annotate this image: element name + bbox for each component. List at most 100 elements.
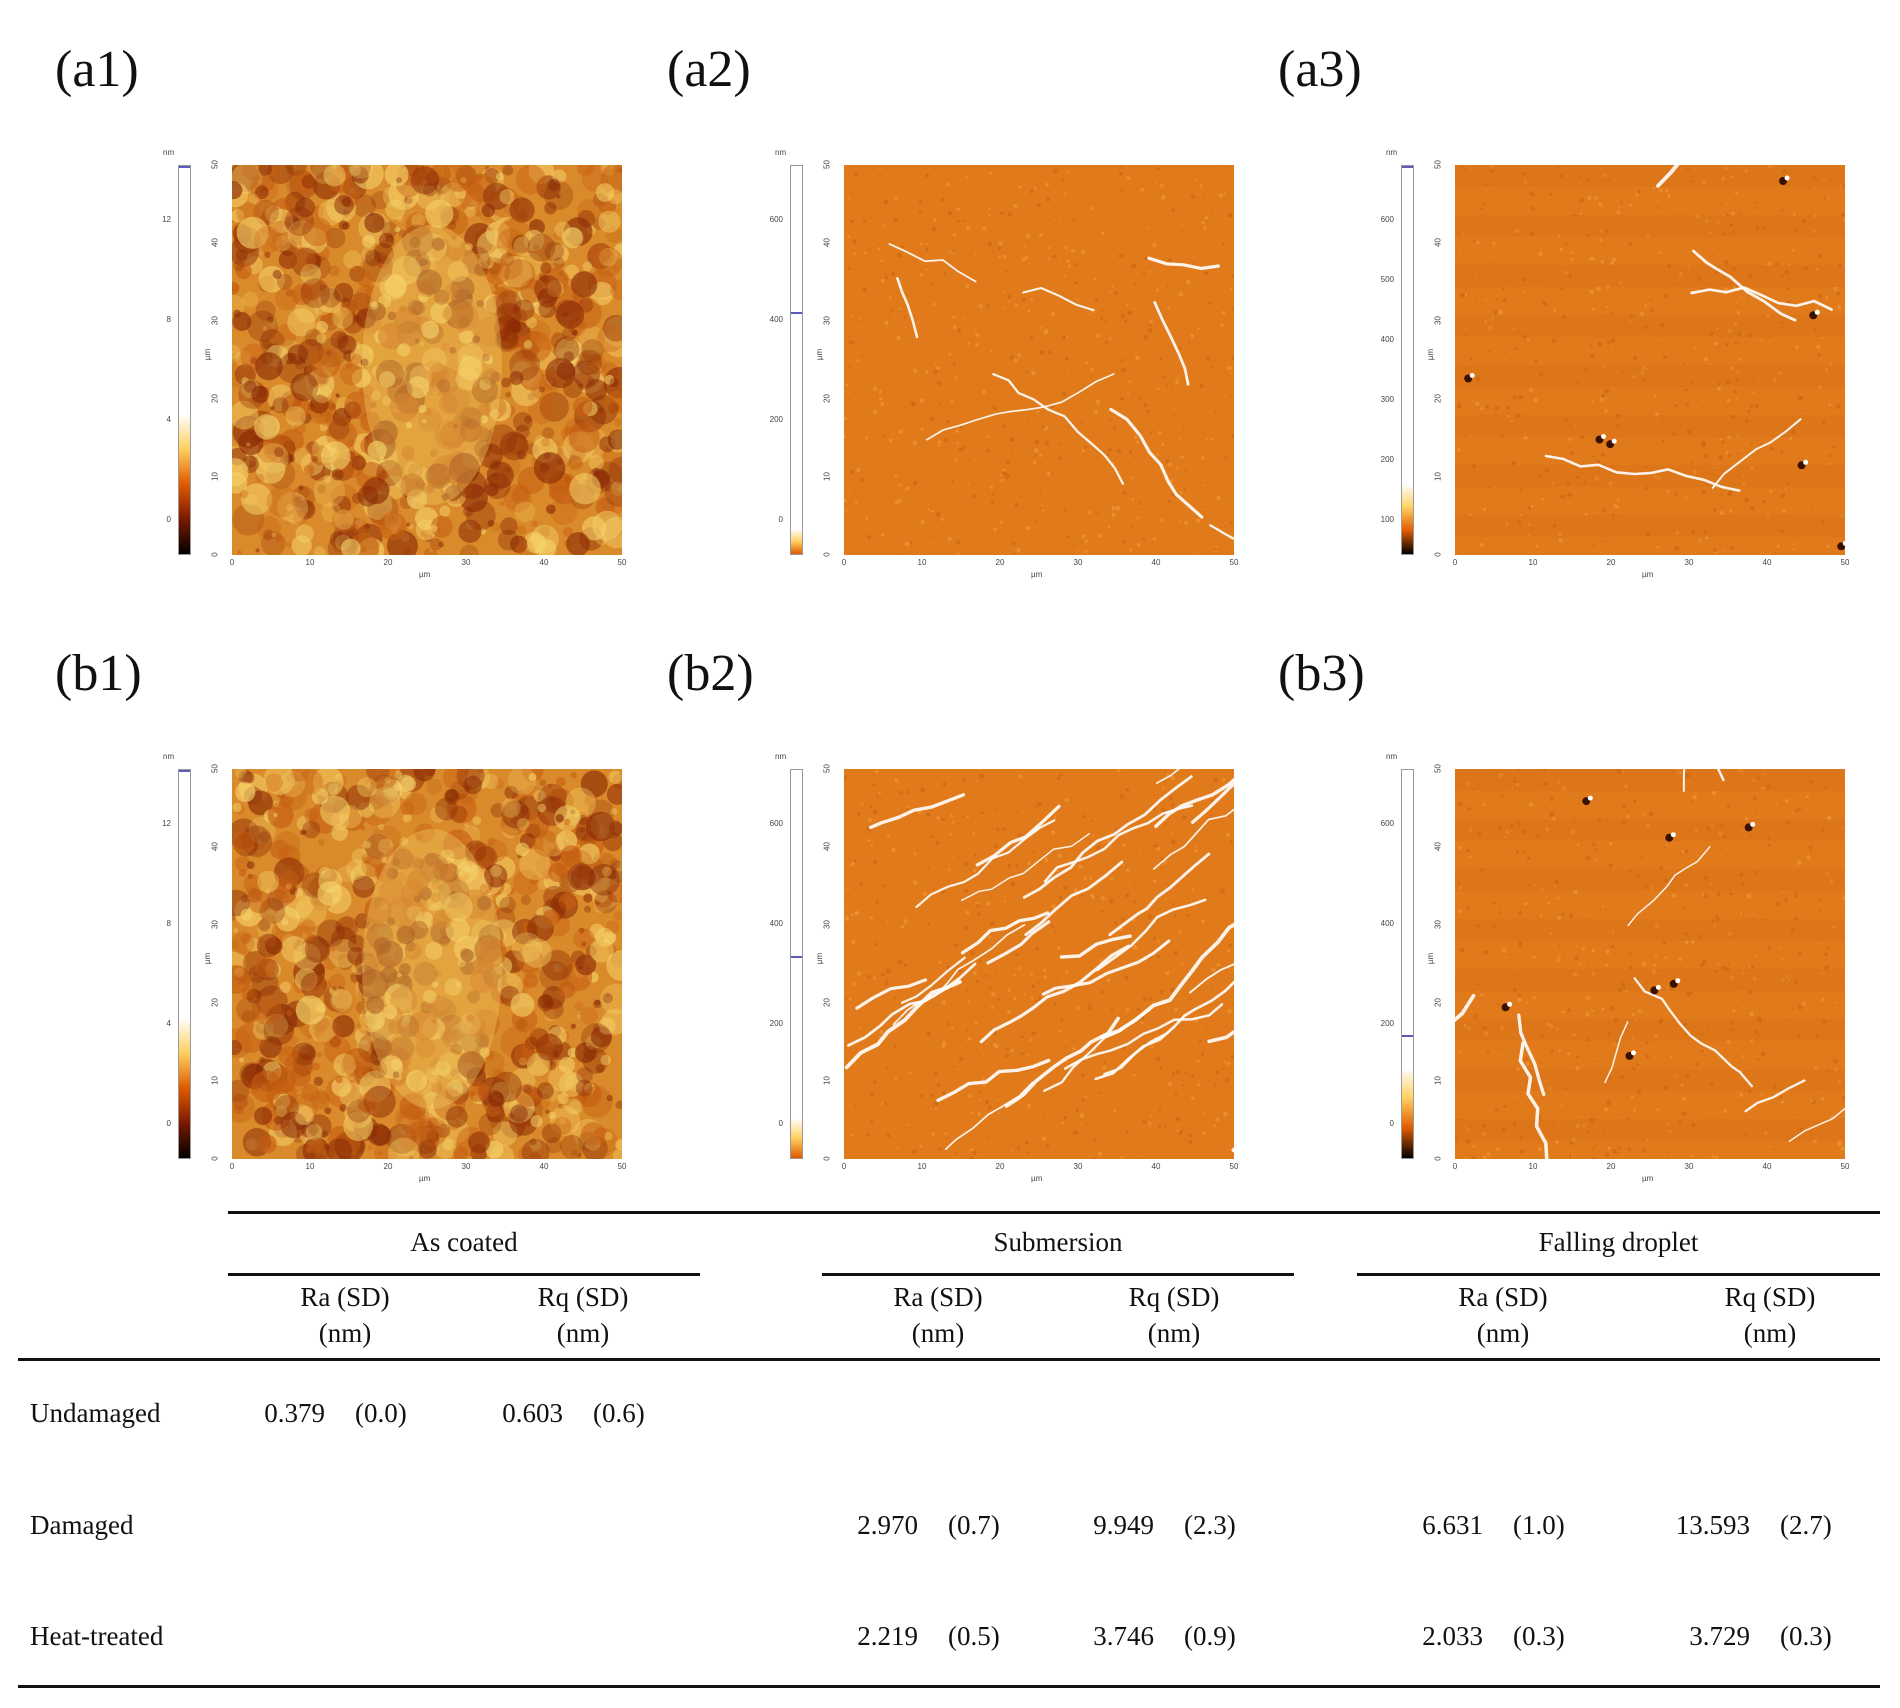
colorbar-gradient	[791, 529, 802, 554]
y-axis-tick-label: 0	[210, 552, 220, 557]
table-cell-value: 3.746	[1093, 1621, 1154, 1651]
x-axis-tick-label: 50	[1840, 1162, 1850, 1171]
y-axis-tick-label: 40	[1433, 842, 1443, 851]
table-cell-value: 0.603	[502, 1398, 563, 1428]
x-axis-tick-label: 20	[995, 1162, 1005, 1171]
y-axis-tick-label: 10	[210, 472, 220, 481]
table-cell-sd: (2.7)	[1780, 1510, 1832, 1540]
colorbar-tick-label: 400	[769, 919, 783, 928]
y-axis-unit: µm	[203, 952, 213, 965]
table-cell-value: 9.949	[1093, 1510, 1154, 1540]
colorbar-tick-label: 0	[778, 515, 783, 524]
table-cell-value: 6.631	[1422, 1510, 1483, 1540]
table-cell-sd: (2.3)	[1184, 1510, 1236, 1540]
x-axis-unit: µm	[1642, 1174, 1654, 1183]
x-axis-tick-label: 10	[1528, 558, 1538, 567]
afm-panel: (a2) nm 600 400 200 0 0 10 20 30 40 50 µm 0 10 20 30 40 50…	[667, 40, 1267, 580]
table-cell-value: 2.970	[857, 1510, 918, 1540]
colorbar-tick-label: 600	[769, 819, 783, 828]
panel-label: (a2)	[667, 41, 751, 98]
y-axis-unit: µm	[1426, 952, 1436, 965]
colorbar-tick-label: 0	[1389, 1119, 1394, 1128]
column-subheader-unit: (nm)	[318, 1318, 372, 1348]
colorbar-gradient	[1402, 484, 1413, 554]
x-axis-tick-label: 0	[229, 558, 235, 567]
afm-height-map-image	[1455, 165, 1845, 555]
y-axis-tick-label: 10	[822, 472, 832, 481]
column-group-rule	[822, 1273, 1294, 1276]
colorbar	[790, 769, 803, 1159]
colorbar-marker	[1402, 1035, 1413, 1037]
x-axis-unit: µm	[1031, 570, 1043, 579]
y-axis-tick-label: 0	[1433, 1156, 1443, 1161]
y-axis-tick-label: 30	[1433, 920, 1443, 929]
colorbar-tick-label: 8	[166, 919, 171, 928]
colorbar-tick-label: 400	[1380, 919, 1394, 928]
y-axis-tick-label: 0	[1433, 552, 1443, 557]
colorbar-tick-label: 200	[1380, 1019, 1394, 1028]
table-cell-sd: (0.0)	[355, 1398, 407, 1428]
colorbar	[178, 165, 191, 555]
colorbar-tick-label: 600	[1380, 215, 1394, 224]
x-axis-tick-label: 0	[1452, 558, 1458, 567]
colorbar-tick-label: 600	[1380, 819, 1394, 828]
table-cell-value: 2.219	[857, 1621, 918, 1651]
column-group-header: Falling droplet	[1538, 1227, 1699, 1257]
column-group-header: As coated	[410, 1227, 518, 1257]
colorbar-unit: nm	[163, 148, 175, 157]
table-cell-sd: (0.3)	[1513, 1621, 1565, 1651]
x-axis-unit: µm	[1031, 1174, 1043, 1183]
x-axis-tick-label: 50	[1229, 1162, 1239, 1171]
table-header-rule	[18, 1358, 1880, 1361]
colorbar-marker	[179, 166, 190, 168]
colorbar-unit: nm	[775, 752, 787, 761]
y-axis-tick-label: 50	[822, 160, 832, 169]
x-axis-tick-label: 30	[461, 1162, 471, 1171]
y-axis-unit: µm	[815, 348, 825, 361]
x-axis-tick-label: 40	[1762, 1162, 1772, 1171]
column-subheader: Rq (SD)	[1128, 1282, 1220, 1312]
y-axis-unit: µm	[203, 348, 213, 361]
row-label: Damaged	[30, 1510, 134, 1540]
colorbar-gradient	[1402, 1068, 1413, 1158]
colorbar-tick-label: 600	[769, 215, 783, 224]
table-cell-sd: (0.3)	[1780, 1621, 1832, 1651]
colorbar	[1401, 769, 1414, 1159]
y-axis-tick-label: 0	[822, 1156, 832, 1161]
y-axis-tick-label: 10	[1433, 472, 1443, 481]
x-axis-tick-label: 20	[995, 558, 1005, 567]
colorbar-gradient	[179, 414, 190, 554]
table-cell-value: 2.033	[1422, 1621, 1483, 1651]
y-axis-unit: µm	[1426, 348, 1436, 361]
column-group-rule	[1357, 1273, 1880, 1276]
panel-label: (b1)	[55, 645, 142, 702]
x-axis-unit: µm	[1642, 570, 1654, 579]
colorbar	[1401, 165, 1414, 555]
column-group-rule	[228, 1273, 700, 1276]
colorbar-tick-label: 0	[778, 1119, 783, 1128]
column-subheader-unit: (nm)	[556, 1318, 610, 1348]
y-axis-tick-label: 20	[822, 394, 832, 403]
y-axis-tick-label: 40	[822, 238, 832, 247]
x-axis-tick-label: 20	[1606, 1162, 1616, 1171]
colorbar-tick-label: 300	[1380, 395, 1394, 404]
afm-panel: (b3) nm 600 400 200 0 0 10 20 30 40 50 µm 0 10 20 30 40 50…	[1278, 644, 1878, 1184]
x-axis-tick-label: 20	[1606, 558, 1616, 567]
y-axis-tick-label: 20	[1433, 394, 1443, 403]
table-bottom-rule	[18, 1685, 1880, 1688]
column-group-header: Submersion	[993, 1227, 1123, 1257]
y-axis-tick-label: 30	[210, 920, 220, 929]
y-axis-tick-label: 50	[1433, 160, 1443, 169]
y-axis-tick-label: 40	[210, 842, 220, 851]
panel-label: (a3)	[1278, 41, 1362, 98]
y-axis-tick-label: 20	[1433, 998, 1443, 1007]
y-axis-tick-label: 10	[822, 1076, 832, 1085]
colorbar-tick-label: 400	[769, 315, 783, 324]
x-axis-tick-label: 10	[917, 1162, 927, 1171]
x-axis-tick-label: 40	[539, 1162, 549, 1171]
colorbar	[790, 165, 803, 555]
panel-label: (b3)	[1278, 645, 1365, 702]
table-cell-value: 0.379	[264, 1398, 325, 1428]
x-axis-tick-label: 10	[305, 558, 315, 567]
colorbar-marker	[179, 770, 190, 772]
